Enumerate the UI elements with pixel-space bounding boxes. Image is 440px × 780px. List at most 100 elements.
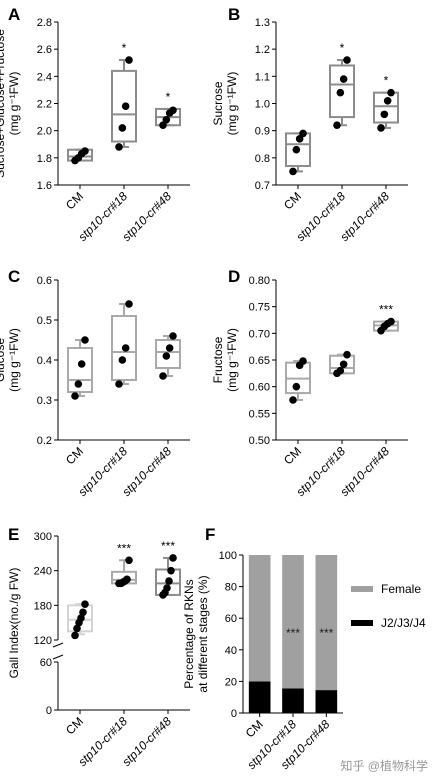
data-point	[292, 382, 301, 391]
panel-label: C	[8, 267, 20, 286]
y-tick-label: 0.70	[249, 328, 270, 340]
y-tick-label: 0.80	[249, 275, 270, 287]
box	[285, 132, 311, 167]
panel-a: A 1.6 1.8 2.0 2.2 2.4 2.6 2.8 Sucrose+Glucose+Fr…	[0, 5, 190, 244]
data-point	[333, 121, 341, 130]
x-tick-label: CM	[281, 444, 304, 467]
y-tick-label: 1.8	[37, 153, 52, 165]
y-tick-label: 2.0	[37, 126, 52, 138]
y-tick-label: 0.75	[249, 302, 270, 314]
y-tick-label: 0.50	[249, 435, 270, 447]
significance-marker: ***	[379, 303, 393, 317]
panel-label: A	[8, 5, 20, 24]
data-point	[159, 121, 167, 130]
watermark: 知乎 @植物科学	[340, 759, 428, 773]
y-tick-label: 0.4	[37, 355, 52, 367]
y-tick-label: 1.1	[255, 71, 270, 83]
y-axis-label: Gall Index(no./g FW)	[7, 568, 21, 679]
data-point	[81, 600, 89, 608]
y-axis-label: (mg g⁻¹FW)	[7, 72, 21, 136]
data-point	[125, 556, 133, 565]
data-point	[123, 575, 131, 584]
y-tick-label: 2.8	[37, 17, 52, 29]
panel-label: B	[228, 5, 240, 24]
data-point	[289, 396, 297, 404]
legend-label: J2/J3/J4	[381, 616, 426, 630]
y-tick-label: 1.3	[255, 17, 270, 29]
y-axis-label: (mg g⁻¹FW)	[7, 328, 21, 392]
data-point	[71, 631, 79, 640]
y-tick-label: 0.6	[37, 275, 52, 287]
data-point	[71, 392, 79, 400]
bar-segment	[248, 555, 271, 682]
significance-marker: *	[384, 74, 389, 88]
y-tick-label: 0.65	[249, 355, 270, 367]
y-tick-label: 0	[231, 708, 237, 720]
box	[111, 315, 137, 381]
data-point	[118, 356, 127, 364]
y-axis-label: Glucose	[0, 338, 7, 382]
y-tick-label: 300	[34, 531, 52, 543]
y-tick-label: 240	[34, 566, 52, 578]
y-tick-label: 2.6	[37, 44, 52, 56]
data-point	[81, 336, 89, 344]
y-tick-label: 40	[225, 645, 237, 657]
legend-label: Female	[381, 582, 421, 596]
data-point	[380, 110, 389, 119]
data-point	[115, 380, 123, 388]
significance-marker: *	[122, 41, 127, 55]
panel-label: E	[8, 525, 19, 544]
y-axis-label: (mg g⁻¹FW)	[225, 328, 239, 392]
data-point	[292, 145, 301, 154]
data-point	[125, 56, 133, 64]
y-tick-label: 1.0	[255, 99, 270, 111]
significance-marker: *	[340, 41, 345, 55]
bar-segment	[248, 681, 271, 713]
data-point	[343, 350, 351, 359]
significance-marker: ***	[117, 541, 131, 555]
box	[155, 339, 181, 369]
significance-marker: ***	[161, 539, 175, 553]
data-point	[339, 75, 348, 83]
x-tick-label: CM	[281, 189, 304, 212]
y-tick-label: 120	[34, 635, 52, 647]
data-point	[299, 129, 307, 138]
y-tick-label: 0.8	[255, 153, 270, 165]
data-point	[383, 96, 392, 105]
panel-label: D	[228, 267, 240, 286]
data-point	[387, 317, 395, 326]
data-point	[77, 614, 85, 622]
data-point	[339, 360, 348, 369]
y-axis-label: Fructose	[211, 336, 225, 383]
bar-segment	[315, 690, 338, 713]
data-point	[115, 143, 123, 151]
data-point	[125, 300, 133, 308]
panel-f: F 0 20 40 60 80 100 Percentage of RKNs at differ…	[182, 525, 426, 772]
data-point	[289, 167, 297, 176]
y-tick-label: 2.4	[37, 71, 52, 83]
bar-segment	[282, 555, 304, 689]
significance-marker: ***	[286, 626, 300, 640]
box	[67, 604, 93, 633]
data-point	[165, 344, 174, 352]
x-tick-label: CM	[63, 714, 86, 737]
data-point	[169, 106, 177, 115]
y-axis-label: Sucrose	[211, 81, 225, 125]
data-point	[387, 88, 395, 97]
data-point	[74, 380, 83, 388]
panel-d: D 0.50 0.55 0.60 0.65 0.70 0.75 0.80 Fructose (mg…	[211, 267, 408, 499]
data-point	[79, 608, 87, 617]
data-point	[81, 147, 89, 155]
y-axis-label: Sucrose+Glucose+Fructose	[0, 29, 7, 178]
x-tick-label: CM	[63, 189, 86, 212]
y-tick-label: 60	[225, 613, 237, 625]
data-point	[165, 577, 173, 585]
data-point	[343, 56, 351, 64]
data-point	[77, 360, 86, 368]
data-point	[162, 116, 171, 124]
y-axis-label: Percentage of RKNs	[182, 579, 196, 688]
box	[373, 91, 399, 124]
data-point	[162, 352, 171, 360]
